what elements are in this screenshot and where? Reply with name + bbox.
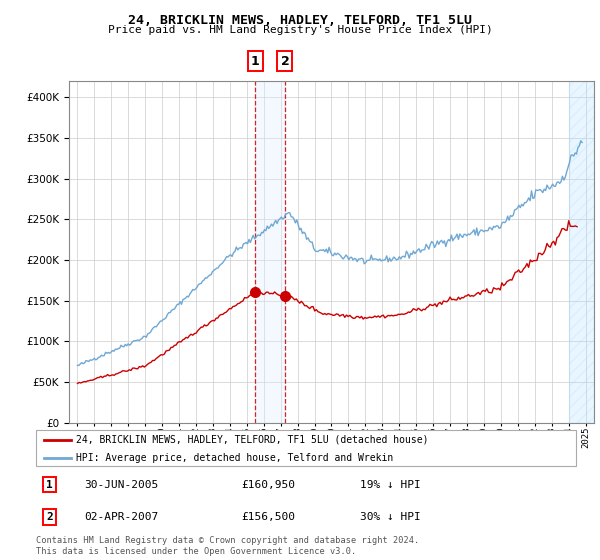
Text: 24, BRICKLIN MEWS, HADLEY, TELFORD, TF1 5LU (detached house): 24, BRICKLIN MEWS, HADLEY, TELFORD, TF1 … bbox=[77, 435, 429, 445]
Text: 2: 2 bbox=[281, 54, 289, 68]
Text: Contains HM Land Registry data © Crown copyright and database right 2024.
This d: Contains HM Land Registry data © Crown c… bbox=[36, 536, 419, 556]
Text: 1: 1 bbox=[251, 54, 260, 68]
Text: £160,950: £160,950 bbox=[241, 479, 295, 489]
Text: 24, BRICKLIN MEWS, HADLEY, TELFORD, TF1 5LU: 24, BRICKLIN MEWS, HADLEY, TELFORD, TF1 … bbox=[128, 14, 472, 27]
Text: 19% ↓ HPI: 19% ↓ HPI bbox=[360, 479, 421, 489]
Text: 2: 2 bbox=[46, 512, 53, 522]
FancyBboxPatch shape bbox=[36, 430, 576, 466]
Text: 02-APR-2007: 02-APR-2007 bbox=[85, 512, 159, 522]
Bar bbox=[255, 81, 285, 423]
Text: HPI: Average price, detached house, Telford and Wrekin: HPI: Average price, detached house, Telf… bbox=[77, 453, 394, 463]
Text: Price paid vs. HM Land Registry's House Price Index (HPI): Price paid vs. HM Land Registry's House … bbox=[107, 25, 493, 35]
Text: 30% ↓ HPI: 30% ↓ HPI bbox=[360, 512, 421, 522]
Text: 30-JUN-2005: 30-JUN-2005 bbox=[85, 479, 159, 489]
Bar bbox=[569, 81, 594, 423]
Text: £156,500: £156,500 bbox=[241, 512, 295, 522]
Text: 1: 1 bbox=[46, 479, 53, 489]
